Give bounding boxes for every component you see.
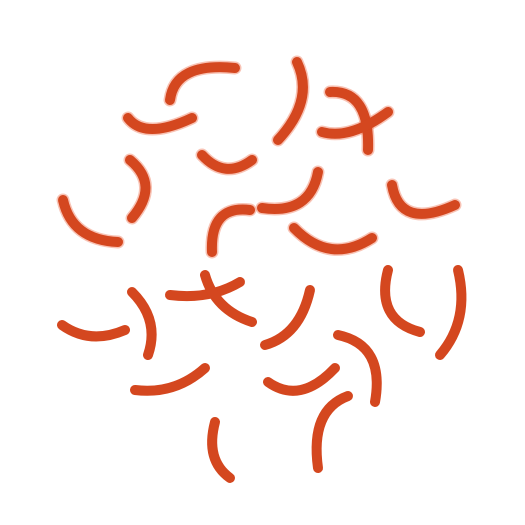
pepper-strip (311, 391, 353, 473)
pepper-strip (200, 270, 257, 327)
pepper-strip (165, 277, 245, 302)
pepper-strip (197, 150, 257, 174)
pepper-strip (58, 195, 123, 247)
pepper-strip (273, 57, 308, 145)
pepper-strip (130, 363, 210, 396)
pepper-strip (435, 265, 467, 360)
pepper-strip (125, 155, 151, 223)
pepper-strip (317, 107, 393, 139)
pepper-strip (165, 62, 240, 105)
pepper-strip (127, 287, 157, 360)
pepper-strip (257, 167, 323, 214)
pepper-strips (56, 55, 467, 483)
pepper-strip (325, 86, 374, 155)
pepper-strip (207, 417, 235, 483)
pepper-strip (260, 285, 315, 350)
pepper-strip (380, 265, 425, 337)
pepper-strip (57, 320, 130, 342)
pepper-strip (263, 363, 340, 396)
pepper-strip (333, 330, 382, 407)
pepper-strip (206, 204, 255, 257)
pepper-strip (387, 180, 460, 219)
pepper-strip (289, 223, 377, 255)
pepper-strip (123, 113, 197, 134)
